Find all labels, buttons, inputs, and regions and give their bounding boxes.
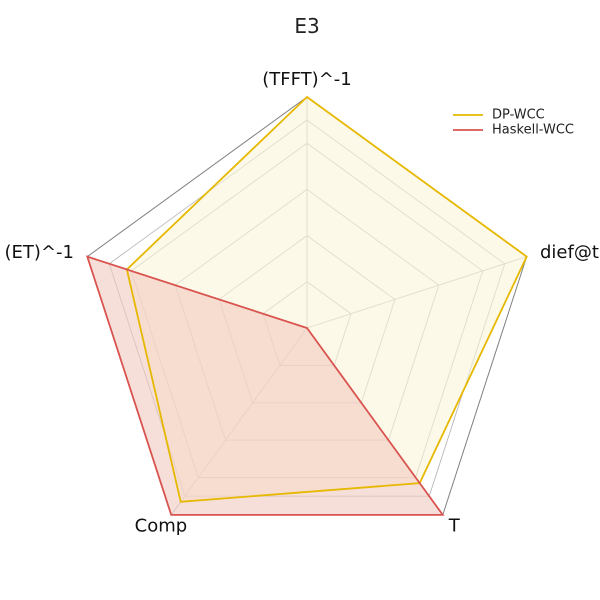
series-area-haskell-wcc	[87, 256, 443, 515]
legend-label-dp-wcc: DP-WCC	[492, 108, 545, 123]
chart-title: E3	[294, 14, 319, 38]
series-layer	[85, 95, 528, 516]
axis-label-t: T	[448, 516, 461, 537]
series-line-haskell-wcc	[85, 255, 445, 516]
axis-label-comp: Comp	[135, 516, 188, 537]
axis-label-dief-t: dief@t	[540, 242, 599, 263]
legend-label-haskell-wcc: Haskell-WCC	[492, 123, 574, 138]
axis-label-tfft-1: (TFFT)^-1	[262, 69, 351, 90]
series-line-dp-wcc	[125, 95, 528, 503]
axis-labels: (TFFT)^-1 dief@t T Comp (ET)^-1	[5, 69, 599, 537]
axis-label-et-1: (ET)^-1	[5, 242, 74, 263]
